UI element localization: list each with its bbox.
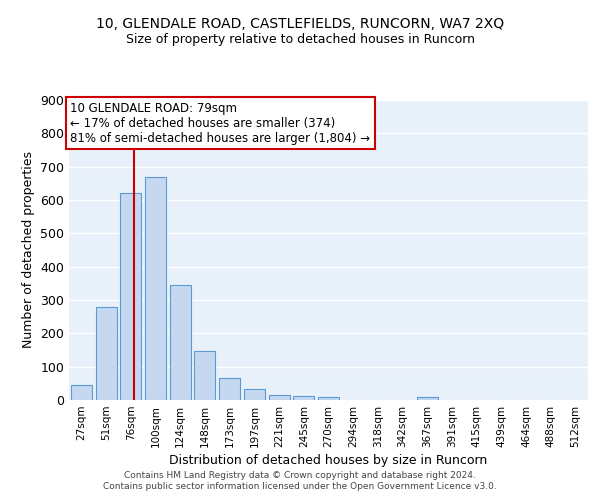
Bar — [120, 194, 141, 400]
X-axis label: Distribution of detached houses by size in Runcorn: Distribution of detached houses by size … — [169, 454, 488, 467]
Bar — [269, 395, 290, 400]
Bar — [293, 396, 314, 400]
Bar — [318, 396, 339, 400]
Text: Contains public sector information licensed under the Open Government Licence v3: Contains public sector information licen… — [103, 482, 497, 491]
Y-axis label: Number of detached properties: Number of detached properties — [22, 152, 35, 348]
Text: 10, GLENDALE ROAD, CASTLEFIELDS, RUNCORN, WA7 2XQ: 10, GLENDALE ROAD, CASTLEFIELDS, RUNCORN… — [96, 18, 504, 32]
Text: 10 GLENDALE ROAD: 79sqm
← 17% of detached houses are smaller (374)
81% of semi-d: 10 GLENDALE ROAD: 79sqm ← 17% of detache… — [70, 102, 370, 144]
Bar — [145, 176, 166, 400]
Bar — [219, 378, 240, 400]
Bar — [170, 285, 191, 400]
Bar — [71, 385, 92, 400]
Bar — [417, 396, 438, 400]
Text: Size of property relative to detached houses in Runcorn: Size of property relative to detached ho… — [125, 32, 475, 46]
Bar — [194, 350, 215, 400]
Bar — [95, 306, 116, 400]
Bar — [244, 390, 265, 400]
Text: Contains HM Land Registry data © Crown copyright and database right 2024.: Contains HM Land Registry data © Crown c… — [124, 471, 476, 480]
